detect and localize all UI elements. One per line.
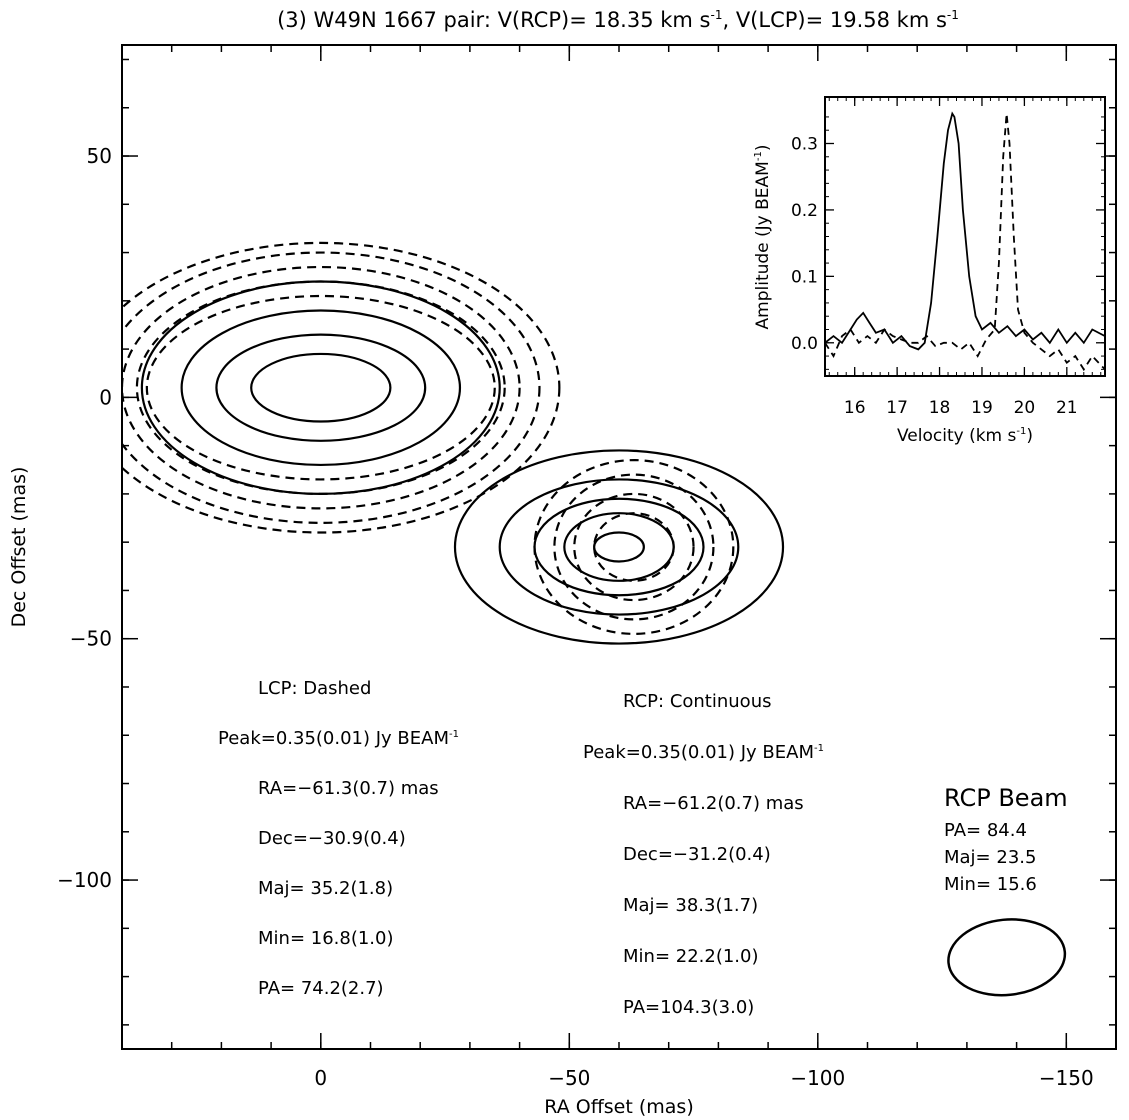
lcp-info-peak: Peak=0.35(0.01) Jy BEAM-1 [218, 728, 459, 749]
rcp-info-title: RCP: Continuous [623, 691, 771, 712]
beam-ellipse [947, 918, 1067, 997]
lcp-info-line: Min= 16.8(1.0) [258, 928, 394, 949]
inset-xlabel-superscript: -1 [1016, 426, 1026, 437]
peak-text: Peak=0.35(0.01) Jy BEAM [218, 728, 449, 749]
x-tick-label: −100 [790, 1066, 845, 1090]
beam-title: RCP Beam [944, 784, 1068, 812]
y-tick-label: 0 [99, 385, 112, 409]
rcp-info-line: PA=104.3(3.0) [623, 997, 754, 1018]
x-axis-label: RA Offset (mas) [544, 1096, 693, 1118]
inset-x-tick-label: 19 [971, 398, 993, 418]
rcp-contour [140, 280, 501, 496]
lcp-contour [145, 294, 496, 481]
title-text: (3) W49N 1667 pair: V(RCP)= 18.35 km s [277, 8, 710, 32]
lcp-contour [573, 492, 695, 602]
lcp-contour [122, 251, 541, 524]
inset-x-tick-label: 21 [1056, 398, 1078, 418]
lcp-contour [553, 473, 715, 621]
rcp-contour [215, 333, 427, 442]
x-tick-label: −150 [1039, 1066, 1094, 1090]
inset-lcp-spectrum-line [825, 113, 1105, 372]
inset-y-tick-label: 0.1 [791, 267, 818, 287]
beam-info-line: Maj= 23.5 [944, 847, 1036, 868]
rcp-contour [498, 478, 740, 616]
y-tick-label: −100 [57, 868, 112, 892]
inset-y-tick-label: 0.2 [791, 201, 818, 221]
rcp-contour [250, 352, 392, 423]
rcp-contour [593, 531, 645, 563]
lcp-info-title: LCP: Dashed [258, 678, 371, 699]
beam-info-line: PA= 84.4 [944, 820, 1027, 841]
inset-x-tick-label: 18 [929, 398, 951, 418]
inset-x-tick-label: 16 [844, 398, 866, 418]
rcp-contour [180, 309, 462, 467]
y-tick-label: 50 [87, 144, 112, 168]
inset-xlabel-text: Velocity (km s [897, 426, 1017, 446]
chart-title: (3) W49N 1667 pair: V(RCP)= 18.35 km s-1… [277, 8, 959, 32]
beam-info-line: Min= 15.6 [944, 874, 1037, 895]
rcp-contour [563, 512, 675, 582]
rcp-contour [533, 497, 705, 597]
lcp-info-line: Dec=−30.9(0.4) [258, 828, 406, 849]
title-superscript: -1 [947, 8, 959, 22]
peak-text: Peak=0.35(0.01) Jy BEAM [583, 742, 814, 763]
lcp-contour [122, 265, 521, 510]
inset-x-tick-label: 17 [886, 398, 908, 418]
inset-line-layer [825, 111, 1105, 372]
title-superscript: -1 [711, 8, 723, 22]
inset-xlabel-end: ) [1026, 426, 1033, 446]
contour-layer [122, 241, 785, 645]
inset-y-tick-label: 0.0 [791, 334, 818, 354]
inset-ylabel-text: Amplitude (Jy BEAM [753, 161, 773, 329]
x-tick-label: 0 [314, 1066, 327, 1090]
lcp-contour [122, 241, 561, 534]
inset-ylabel-end: ) [753, 145, 773, 152]
rcp-info-line: Dec=−31.2(0.4) [623, 844, 771, 865]
y-axis-label: Dec Offset (mas) [8, 467, 30, 628]
lcp-info-line: Maj= 35.2(1.8) [258, 878, 393, 899]
lcp-info-line: RA=−61.3(0.7) mas [258, 778, 439, 799]
lcp-contour [593, 512, 675, 582]
inset-y-tick-label: 0.3 [791, 135, 818, 155]
rcp-info-line: RA=−61.2(0.7) mas [623, 793, 804, 814]
peak-superscript: -1 [449, 729, 459, 740]
rcp-info-line: Maj= 38.3(1.7) [623, 895, 758, 916]
inset-rcp-spectrum-line [825, 111, 1105, 351]
rcp-contour [453, 449, 785, 645]
x-tick-label: −50 [548, 1066, 590, 1090]
lcp-info-line: PA= 74.2(2.7) [258, 978, 384, 999]
inset-ylabel-superscript: -1 [753, 151, 764, 161]
inset-x-tick-label: 20 [1014, 398, 1036, 418]
inset-x-axis-label: Velocity (km s-1) [897, 426, 1033, 446]
rcp-info-line: Min= 22.2(1.0) [623, 946, 759, 967]
inset-y-axis-label: Amplitude (Jy BEAM-1) [753, 145, 773, 330]
peak-superscript: -1 [814, 743, 824, 754]
rcp-info-peak: Peak=0.35(0.01) Jy BEAM-1 [583, 742, 824, 763]
y-tick-label: −50 [70, 627, 112, 651]
title-text-mid: , V(LCP)= 19.58 km s [722, 8, 946, 32]
